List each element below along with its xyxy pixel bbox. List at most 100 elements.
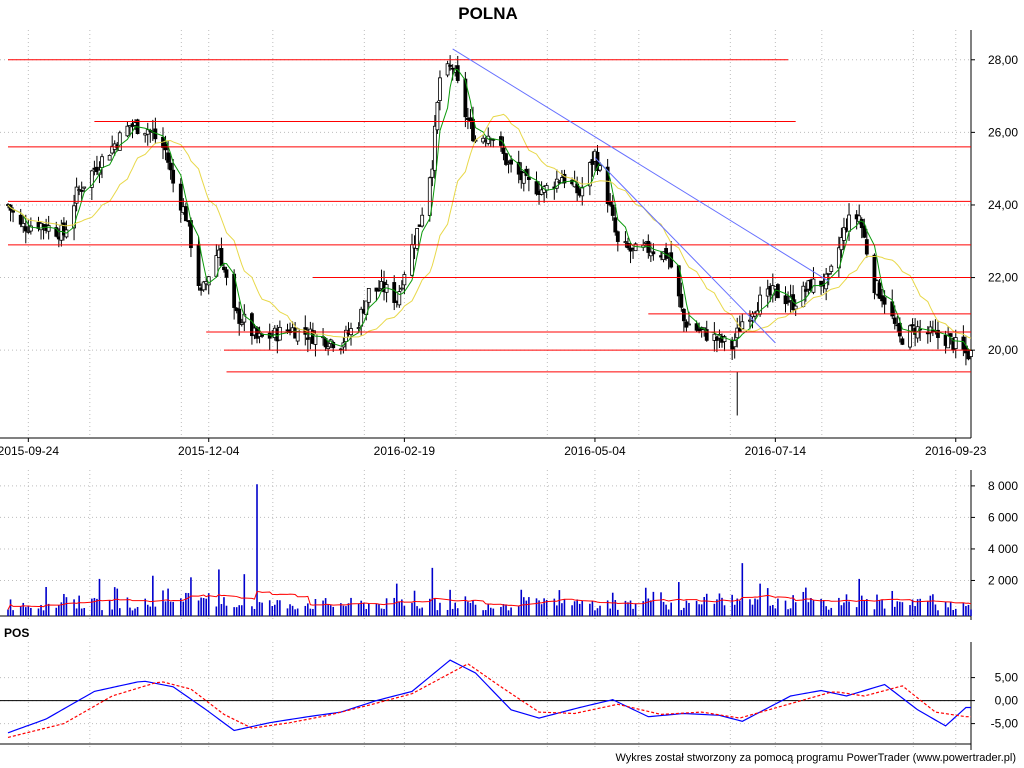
price-candle-body: [242, 313, 247, 323]
price-candle-body: [222, 266, 226, 271]
price-candle-body: [681, 308, 686, 322]
price-candle-body: [450, 67, 455, 70]
price-candle-body: [445, 63, 450, 76]
price-candle-body: [501, 147, 506, 154]
price-candle-body: [430, 168, 435, 178]
price-candle-body: [862, 225, 867, 238]
pos-ytick-label: -5,00: [991, 717, 1019, 731]
volume-background: [0, 470, 971, 620]
price-candle-body: [438, 77, 442, 101]
price-background: [0, 30, 971, 438]
volume-average-line: [7, 591, 972, 610]
price-candle-body: [72, 205, 76, 229]
price-candle-body: [366, 288, 371, 303]
price-candle-body: [23, 226, 28, 232]
price-candle-body: [628, 247, 633, 252]
price-candle-body: [54, 227, 59, 237]
price-candle-body: [826, 272, 831, 275]
price-candle-body: [735, 327, 740, 339]
price-candle-body: [936, 329, 940, 338]
price-xtick-label: 2016-05-04: [564, 444, 626, 458]
price-candle-body: [633, 243, 638, 252]
price-candle-body: [801, 285, 806, 307]
price-xtick-label: 2015-09-24: [0, 444, 59, 458]
price-candle-body: [326, 346, 331, 350]
price-candle-body: [95, 166, 99, 173]
price-candle-body: [82, 186, 87, 189]
price-xtick-label: 2015-12-04: [178, 444, 240, 458]
price-candle-body: [534, 181, 539, 195]
price-candle-body: [224, 269, 229, 278]
price-candle-body: [117, 132, 122, 151]
price-candle-body: [793, 305, 798, 310]
volume-ytick-label: 2 000: [988, 573, 1018, 587]
price-candle-body: [864, 239, 869, 255]
price-candle-body: [969, 350, 973, 357]
price-candle-body: [11, 210, 15, 213]
price-candle-body: [79, 189, 84, 192]
pos-panel-title: POS: [4, 626, 29, 640]
price-candle-body: [46, 225, 51, 232]
price-candle-body: [900, 338, 905, 345]
price-candle-body: [171, 169, 176, 184]
price-trend-line: [594, 157, 776, 344]
price-ytick-label: 28,00: [988, 53, 1018, 67]
price-candle-body: [847, 214, 851, 232]
price-candle-body: [178, 183, 183, 211]
volume-ytick-label: 8 000: [988, 479, 1018, 493]
price-candle-body: [125, 125, 130, 137]
price-candle-body: [499, 136, 503, 146]
price-candle-body: [463, 78, 468, 118]
price-candle-body: [694, 323, 699, 331]
price-candle-body: [74, 186, 79, 204]
pos-background: [0, 642, 971, 750]
price-ytick-label: 20,00: [988, 343, 1018, 357]
price-ma-long-line: [7, 113, 972, 339]
price-candle-body: [948, 333, 953, 337]
price-candle-body: [26, 230, 31, 233]
pos-ytick-label: 0,00: [995, 694, 1019, 708]
volume-ytick-label: 4 000: [988, 542, 1018, 556]
price-candle-body: [471, 118, 475, 142]
price-candle-body: [890, 301, 895, 317]
price-candle-body: [305, 337, 310, 340]
price-candle-body: [732, 340, 737, 348]
price-candle-body: [61, 222, 66, 236]
price-panel: 20,00 22,00 24,00 26,00 28,00 2015-09-24 2015-…: [0, 30, 1018, 458]
price-candle-body: [435, 102, 440, 131]
price-candle-body: [455, 65, 460, 81]
pos-panel: 5,00 0,00 -5,00 POS: [0, 626, 1018, 750]
price-candle-body: [526, 176, 531, 180]
price-candle-body: [598, 165, 602, 171]
price-candle-body: [516, 161, 521, 175]
price-candle-body: [722, 336, 727, 342]
price-candle-body: [392, 282, 397, 303]
price-candle-body: [427, 177, 432, 216]
price-candle-body: [715, 336, 719, 341]
price-candle-body: [481, 137, 486, 143]
price-candle-body: [295, 328, 300, 342]
price-candle-body: [166, 152, 170, 163]
price-candle-body: [402, 274, 407, 286]
price-candle-body: [897, 322, 902, 337]
price-candle-body: [554, 178, 559, 189]
price-candle-body: [89, 170, 94, 188]
price-candle-body: [410, 244, 414, 276]
price-candle-body: [610, 204, 615, 216]
price-candle-body: [415, 228, 419, 249]
chart-title: POLNA: [458, 4, 518, 23]
price-candle-body: [786, 300, 790, 303]
price-ytick-label: 22,00: [988, 271, 1018, 285]
price-candle-body: [829, 265, 834, 272]
price-candle-body: [509, 159, 513, 165]
price-candle-body: [910, 324, 915, 327]
price-candle-body: [521, 172, 526, 184]
price-candle-body: [615, 231, 620, 242]
price-trend-line: [452, 48, 829, 282]
price-candle-body: [562, 173, 567, 184]
pos-signal-line: [7, 663, 971, 738]
price-candle-body: [608, 201, 613, 206]
price-candle-body: [504, 153, 508, 165]
price-candle-body: [331, 341, 336, 349]
